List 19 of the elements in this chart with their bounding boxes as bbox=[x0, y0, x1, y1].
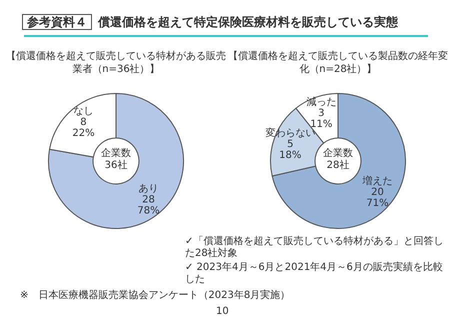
data-label: 5 18% bbox=[279, 138, 302, 161]
slice-label: 減った bbox=[306, 96, 336, 108]
chart-title: 【償還価格を超えて販売している特材がある販売業者（n=36社）】 bbox=[6, 50, 226, 76]
text: 10 bbox=[216, 306, 229, 318]
text: 償還価格を超えて特定保険医療材料を販売している実態 bbox=[98, 15, 398, 29]
slice-label: あり bbox=[138, 183, 159, 194]
data-label: 8 22% bbox=[72, 116, 95, 139]
text: 企業数 28社 bbox=[322, 148, 354, 172]
text: 企業数 36社 bbox=[100, 148, 132, 172]
text: ※ 日本医療機器販売業協会アンケート（2023年8月実施） bbox=[20, 290, 290, 302]
text: ✓ 2023年4月～6月と2021年4月～6月の販売実績を比較した bbox=[185, 262, 444, 286]
data-label: 28 78% bbox=[137, 194, 160, 216]
chart-title: 【償還価格を超えて販売している製品数の経年変化（n=28社）】 bbox=[228, 50, 448, 76]
slice-label: 増えた bbox=[362, 175, 393, 188]
data-label: 20 71% bbox=[366, 187, 389, 210]
text: 参考資料４ bbox=[22, 14, 92, 30]
slice-label: なし bbox=[73, 106, 94, 117]
text: ✓「償還価格を超えて販売している特材がある」と回答した28社対象 bbox=[185, 236, 444, 260]
data-label: 3 11% bbox=[310, 108, 332, 130]
